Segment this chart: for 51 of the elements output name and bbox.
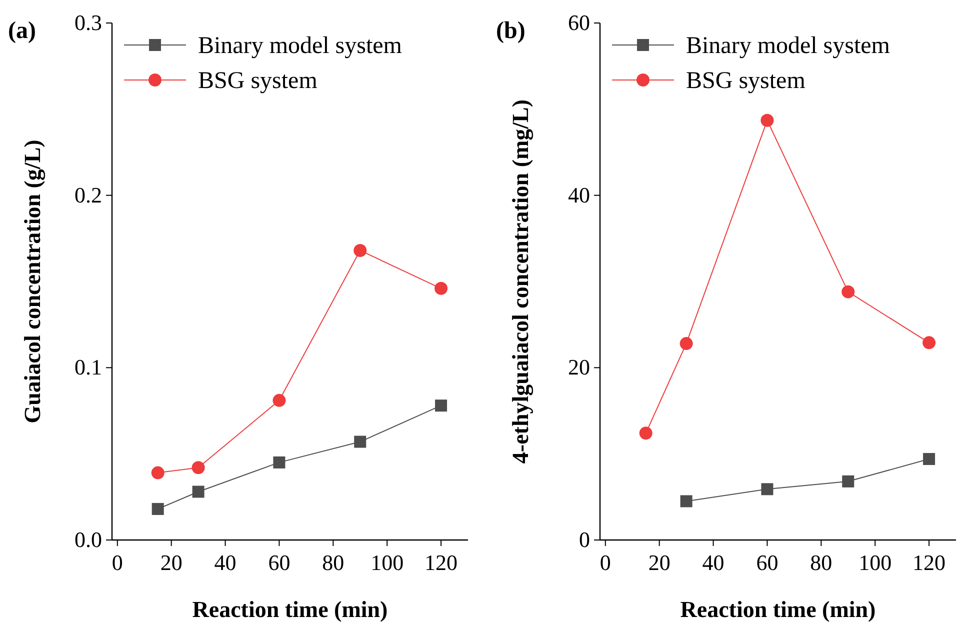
point — [434, 282, 448, 295]
y-tick-label: 60 — [568, 10, 590, 35]
y-tick-label: 0.2 — [74, 182, 102, 208]
y-tick-label: 0.0 — [74, 527, 102, 552]
point — [273, 456, 286, 468]
point — [192, 461, 205, 474]
point — [760, 114, 774, 127]
x-tick-label: 120 — [424, 550, 458, 575]
x-tick-label: 20 — [648, 550, 670, 575]
point — [354, 244, 367, 257]
x-tick-label: 80 — [322, 550, 344, 575]
point — [639, 426, 652, 440]
point — [272, 394, 286, 407]
legend-label: Binary model system — [686, 33, 890, 59]
point — [842, 285, 855, 298]
legend-label: BSG system — [198, 68, 318, 94]
chart-title: (a) — [8, 18, 36, 44]
x-tick-label: 60 — [268, 550, 290, 575]
point — [842, 475, 854, 488]
x-tick-label: 80 — [810, 550, 832, 575]
y-tick-label: 0.3 — [74, 10, 102, 35]
x-tick-label: 100 — [858, 550, 892, 575]
x-tick-label: 0 — [112, 550, 123, 575]
x-tick-label: 40 — [214, 550, 236, 575]
point — [152, 502, 164, 515]
x-axis-title: Reaction time (min) — [192, 597, 388, 622]
y-axis-title: 4-ethylguaiacol concentration (mg/L) — [508, 99, 534, 464]
point — [151, 466, 164, 480]
point — [192, 486, 204, 498]
y-tick-label: 40 — [568, 182, 590, 208]
point — [680, 495, 692, 508]
point — [923, 453, 936, 466]
y-tick-label: 0 — [579, 527, 590, 552]
x-tick-label: 120 — [912, 550, 946, 575]
y-axis-title: Guaiacol concentration (g/L) — [20, 140, 46, 424]
point — [761, 483, 774, 496]
y-tick-label: 0.1 — [74, 354, 102, 380]
x-tick-label: 40 — [702, 550, 724, 575]
x-tick-label: 60 — [756, 550, 778, 575]
legend-label: BSG system — [686, 68, 806, 94]
legend-label: Binary model system — [198, 33, 402, 59]
point — [354, 436, 366, 448]
point — [922, 336, 936, 350]
x-axis-title: Reaction time (min) — [680, 597, 876, 622]
x-tick-label: 100 — [370, 550, 404, 575]
point — [435, 400, 448, 412]
x-tick-label: 0 — [600, 550, 611, 575]
x-tick-label: 20 — [160, 550, 182, 575]
chart-title: (b) — [496, 18, 526, 44]
point — [680, 337, 693, 350]
y-tick-label: 20 — [568, 354, 590, 380]
